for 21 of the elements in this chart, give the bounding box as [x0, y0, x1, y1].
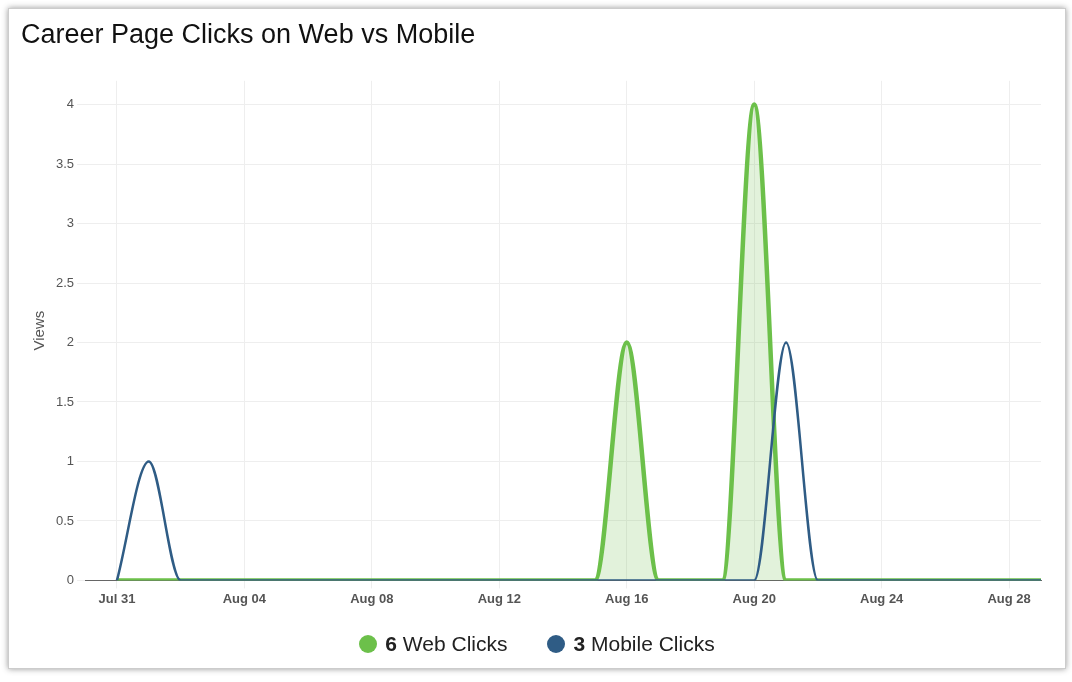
y-tick-label: 2.5: [55, 274, 75, 290]
x-tick-label: Jul 31: [98, 590, 136, 606]
y-tick-label: 0.5: [55, 512, 75, 528]
y-tick-label: 2: [66, 334, 75, 350]
x-tick-label: Aug 12: [477, 590, 521, 606]
x-tick-label: Aug 28: [987, 590, 1031, 606]
x-tick-label: Aug 08: [350, 590, 394, 606]
y-tick-label: 3: [66, 215, 75, 231]
x-tick-label: Aug 04: [222, 590, 267, 606]
y-tick-label: 3.5: [55, 155, 75, 171]
y-tick-label: 1: [66, 453, 75, 469]
x-tick-label: Aug 20: [732, 590, 776, 606]
legend-label: 3 Mobile Clicks: [573, 632, 715, 656]
y-tick-label: 0: [66, 571, 75, 587]
x-tick-label: Aug 16: [605, 590, 649, 606]
chart-title: Career Page Clicks on Web vs Mobile: [21, 19, 477, 50]
y-tick-label: 1.5: [55, 393, 75, 409]
y-tick-label: 4: [66, 96, 75, 112]
legend-label: 6 Web Clicks: [385, 632, 508, 656]
x-tick-label: Aug 24: [860, 590, 905, 606]
y-axis-title: Views: [30, 310, 48, 351]
